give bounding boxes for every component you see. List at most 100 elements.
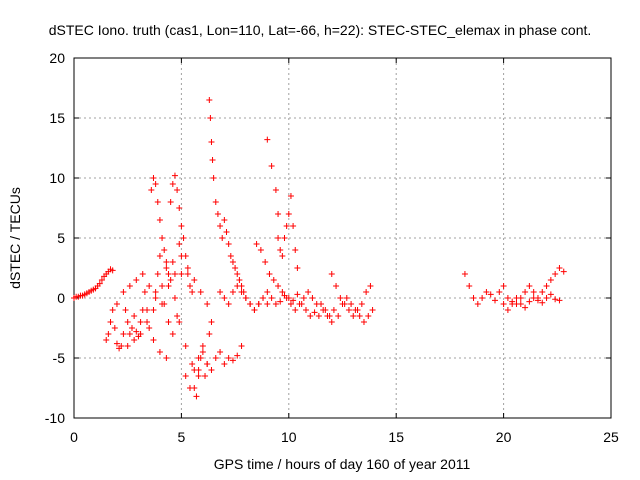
data-point <box>209 157 216 163</box>
data-point <box>264 289 271 295</box>
data-point <box>275 235 282 241</box>
data-point <box>225 241 232 247</box>
data-point <box>251 307 258 313</box>
data-point <box>126 331 133 337</box>
data-point <box>189 361 196 367</box>
data-point <box>176 205 183 211</box>
data-point <box>150 307 157 313</box>
data-point <box>290 223 297 229</box>
data-point <box>466 283 473 289</box>
x-tick-label: 25 <box>603 429 619 445</box>
data-point <box>141 289 148 295</box>
data-point <box>204 301 211 307</box>
data-point <box>98 277 105 283</box>
data-point <box>234 271 241 277</box>
data-point <box>242 295 249 301</box>
data-point <box>526 283 533 289</box>
data-point <box>176 319 183 325</box>
data-point <box>358 301 365 307</box>
data-point <box>204 361 211 367</box>
data-point <box>207 115 214 121</box>
data-point <box>560 268 567 275</box>
data-point <box>281 235 288 241</box>
data-point <box>176 241 183 247</box>
data-point <box>294 265 301 271</box>
data-point <box>178 223 185 229</box>
data-point <box>184 265 191 271</box>
data-point <box>296 301 303 307</box>
y-tick-label: 10 <box>49 170 65 186</box>
data-point <box>137 319 144 325</box>
data-point <box>277 247 284 253</box>
data-point <box>496 289 503 295</box>
data-point <box>221 295 228 301</box>
data-point <box>335 313 342 319</box>
data-point <box>120 289 127 295</box>
data-point <box>326 313 333 319</box>
data-point <box>311 309 318 316</box>
data-point <box>328 319 335 325</box>
data-point <box>165 271 172 277</box>
data-point <box>255 301 262 307</box>
data-point <box>191 277 198 283</box>
data-point <box>348 301 355 307</box>
data-point <box>139 271 146 277</box>
data-point <box>217 223 224 229</box>
data-point <box>217 289 224 295</box>
data-point <box>333 283 340 289</box>
data-point <box>148 187 155 193</box>
data-point <box>270 277 277 283</box>
grid <box>74 58 611 418</box>
data-point <box>191 367 198 373</box>
data-point <box>221 217 228 223</box>
data-point <box>238 289 245 295</box>
data-point <box>212 199 219 205</box>
data-point <box>169 331 176 337</box>
y-tick-label: 5 <box>57 230 65 246</box>
data-point <box>513 295 520 301</box>
data-point <box>229 259 236 265</box>
data-point <box>212 355 219 361</box>
y-tick-label: 15 <box>49 110 65 126</box>
data-point <box>124 343 131 349</box>
data-point <box>337 295 344 301</box>
data-point <box>96 280 103 287</box>
data-point <box>492 297 499 304</box>
data-point <box>504 295 511 301</box>
data-point <box>500 283 507 289</box>
data-point <box>302 307 309 313</box>
data-point <box>165 283 172 289</box>
data-point <box>174 187 181 193</box>
data-point <box>103 337 110 343</box>
data-point <box>105 331 112 337</box>
data-point <box>341 301 348 307</box>
data-point <box>156 349 163 355</box>
data-point <box>556 297 563 304</box>
data-point <box>318 301 325 307</box>
data-point <box>277 298 284 305</box>
data-point <box>268 295 275 301</box>
data-point <box>109 307 116 313</box>
data-point <box>283 295 290 301</box>
data-point <box>229 289 236 295</box>
y-tick-label: -5 <box>53 350 66 366</box>
data-point <box>287 193 294 199</box>
data-point <box>206 97 213 103</box>
chart-title: dSTEC Iono. truth (cas1, Lon=110, Lat=-6… <box>49 22 592 38</box>
data-point <box>534 297 541 304</box>
data-point <box>236 277 243 283</box>
data-point <box>526 298 533 305</box>
data-point <box>171 295 178 301</box>
data-point <box>225 355 232 361</box>
data-point <box>154 199 161 205</box>
data-point <box>128 325 135 331</box>
data-point <box>257 247 264 253</box>
data-point <box>182 343 189 349</box>
data-point <box>152 181 159 187</box>
data-point <box>195 355 202 361</box>
data-point <box>113 340 120 347</box>
data-point <box>292 247 299 253</box>
data-point <box>264 136 271 143</box>
data-point <box>219 235 226 241</box>
data-point <box>137 331 144 337</box>
